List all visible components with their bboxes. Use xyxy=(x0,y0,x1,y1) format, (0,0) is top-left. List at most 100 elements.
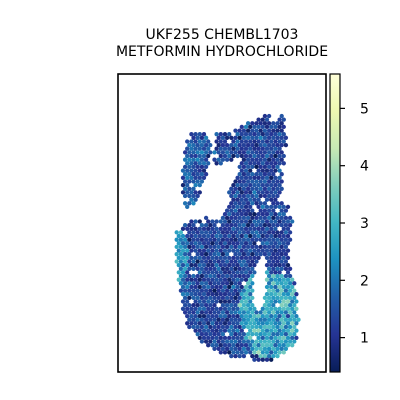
spot xyxy=(243,270,249,275)
spot xyxy=(254,193,259,199)
spot xyxy=(222,277,228,282)
spot xyxy=(206,270,211,275)
spot xyxy=(281,241,286,246)
spot xyxy=(180,226,186,231)
spot xyxy=(201,255,207,261)
spot xyxy=(262,142,268,148)
spot xyxy=(273,146,278,151)
spot xyxy=(185,146,190,151)
spot xyxy=(243,212,249,217)
spot xyxy=(254,179,259,184)
spot xyxy=(279,317,284,322)
spot xyxy=(227,226,232,231)
spot xyxy=(250,346,255,351)
spot xyxy=(187,281,192,286)
spot xyxy=(269,306,274,311)
spot xyxy=(203,339,209,344)
spot xyxy=(195,164,200,170)
spot xyxy=(245,121,251,126)
spot xyxy=(214,146,219,151)
spot xyxy=(254,201,259,206)
spot xyxy=(224,317,230,322)
spot xyxy=(212,302,217,308)
spot xyxy=(258,172,263,177)
spot xyxy=(252,313,257,319)
spot xyxy=(271,295,276,301)
spot xyxy=(258,317,263,322)
spot xyxy=(212,295,217,301)
spot xyxy=(241,172,247,177)
spot xyxy=(227,132,232,137)
spot xyxy=(229,273,234,279)
spot xyxy=(269,350,274,355)
spot xyxy=(189,153,194,159)
spot xyxy=(206,146,211,151)
spot xyxy=(201,284,207,290)
spot xyxy=(220,288,226,293)
spot xyxy=(193,248,198,253)
spot xyxy=(210,328,215,333)
spot xyxy=(220,222,226,228)
spot xyxy=(275,121,280,126)
spot xyxy=(264,212,270,217)
spot xyxy=(264,357,270,362)
spot xyxy=(210,255,215,261)
spot xyxy=(239,212,244,217)
spot xyxy=(220,135,226,140)
spot xyxy=(197,284,202,290)
spot xyxy=(231,350,236,355)
spot xyxy=(256,182,261,188)
spot xyxy=(195,259,200,264)
spot xyxy=(185,168,190,173)
spot xyxy=(266,273,272,279)
spot xyxy=(229,288,234,293)
spot xyxy=(218,292,223,297)
spot xyxy=(201,335,207,341)
spot xyxy=(279,208,284,213)
spot xyxy=(256,117,261,122)
spot xyxy=(189,190,194,195)
spot xyxy=(201,161,207,166)
spot xyxy=(264,161,270,166)
spot xyxy=(214,277,219,282)
spot xyxy=(214,343,219,348)
spot xyxy=(195,193,200,199)
spot xyxy=(239,277,244,282)
spot xyxy=(245,346,251,351)
spot xyxy=(237,346,242,351)
spot xyxy=(285,306,291,311)
spot xyxy=(229,281,234,286)
spot xyxy=(248,270,253,275)
spot xyxy=(197,335,202,341)
spot xyxy=(258,135,263,140)
spot xyxy=(199,150,205,155)
spot xyxy=(252,343,257,348)
spot xyxy=(189,313,194,319)
spot xyxy=(237,215,242,221)
spot xyxy=(212,222,217,228)
spot xyxy=(266,128,272,133)
spot xyxy=(189,226,194,231)
spot xyxy=(187,295,192,301)
spot xyxy=(269,139,274,144)
spot xyxy=(283,230,289,235)
spot xyxy=(191,302,196,308)
spot xyxy=(245,252,251,257)
spot xyxy=(212,324,217,330)
spot xyxy=(189,255,194,261)
spot xyxy=(243,197,249,202)
spot xyxy=(216,142,221,148)
spot xyxy=(294,328,299,333)
spot xyxy=(203,135,209,140)
spot xyxy=(214,284,219,290)
spot xyxy=(256,350,261,355)
spot xyxy=(250,172,255,177)
spot xyxy=(224,230,230,235)
spot xyxy=(275,215,280,221)
spot xyxy=(256,357,261,362)
spot xyxy=(193,299,198,304)
spot xyxy=(218,284,223,290)
spot xyxy=(201,226,207,231)
spot xyxy=(264,219,270,224)
spot xyxy=(174,259,179,264)
